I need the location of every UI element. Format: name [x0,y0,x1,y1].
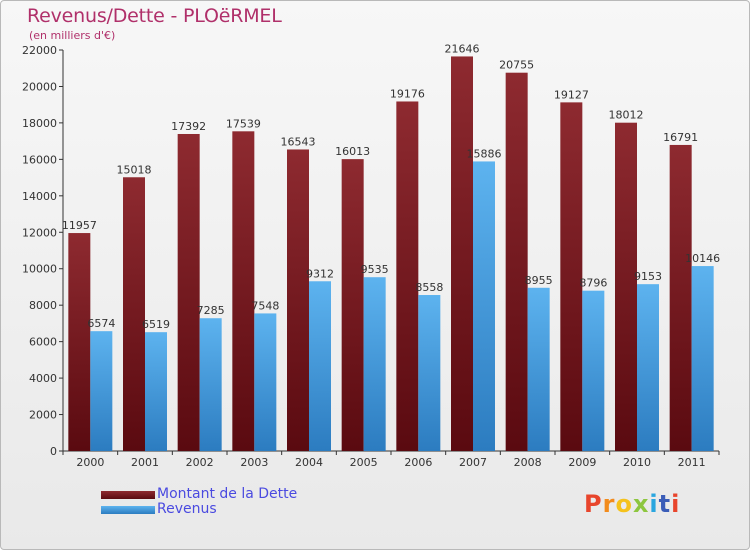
bar-dette [341,159,364,451]
x-tick-label: 2005 [350,456,378,469]
legend-label-debt: Montant de la Dette [157,486,298,502]
y-tick-label: 20000 [22,80,57,93]
y-tick-label: 22000 [22,44,57,57]
bar-revenus [418,295,441,451]
data-label: 7548 [251,299,279,312]
data-label: 8558 [415,281,443,294]
data-label: 17539 [226,117,261,130]
bar-dette [232,131,255,451]
data-label: 18012 [609,109,644,122]
x-tick-label: 2007 [459,456,487,469]
x-tick-label: 2011 [678,456,706,469]
data-label: 8796 [579,277,607,290]
legend-label-revenus: Revenus [157,501,217,517]
bar-dette [615,122,637,451]
bar-revenus [637,284,659,451]
y-tick-label: 10000 [22,263,57,276]
x-tick-label: 2002 [186,456,214,469]
x-tick-label: 2006 [404,456,432,469]
y-tick-label: 16000 [22,153,57,166]
data-label: 21646 [445,42,480,55]
logo-letter: P [584,490,603,518]
chart-subtitle: (en milliers d'€) [29,29,116,42]
bar-dette [68,233,91,451]
proxiti-logo: Proxiti [584,490,680,518]
data-label: 20755 [499,59,534,72]
x-tick-label: 2008 [514,456,542,469]
data-label: 19176 [390,87,425,100]
y-tick-label: 4000 [29,372,57,385]
bar-revenus [90,331,113,451]
x-tick-label: 2010 [623,456,651,469]
y-tick-label: 2000 [29,409,57,422]
data-label: 19127 [554,88,589,101]
legend-item-revenus: Revenus [101,502,297,517]
legend-item-debt: Montant de la Dette [101,487,297,502]
bar-dette [123,177,145,451]
bar-dette [560,102,583,452]
chart-legend: Montant de la Dette Revenus [101,487,297,517]
bar-revenus [527,287,550,451]
x-tick-label: 2001 [131,456,159,469]
bar-revenus [363,277,386,451]
data-label: 15886 [467,147,502,160]
x-tick-label: 2004 [295,456,323,469]
logo-letter: i [649,490,659,518]
bar-revenus [473,161,495,452]
data-label: 6519 [142,318,170,331]
bar-dette [451,56,473,451]
logo-letter: i [671,490,681,518]
y-tick-label: 0 [50,445,57,458]
y-tick-label: 14000 [22,190,57,203]
bar-revenus [309,281,331,451]
logo-letter: t [658,490,672,518]
bar-dette [177,133,200,451]
bar-revenus [691,266,714,451]
logo-letter: x [632,490,650,518]
chart-title: Revenus/Dette - PLOëRMEL [27,5,282,27]
bar-dette [396,101,419,451]
data-label: 9535 [361,263,389,276]
logo-letter: o [615,490,633,518]
data-label: 10146 [685,252,720,265]
y-tick-label: 8000 [29,299,57,312]
legend-swatch-revenus [101,505,155,514]
x-tick-label: 2003 [240,456,268,469]
data-label: 8955 [525,274,553,287]
bar-dette [669,144,692,451]
y-tick-label: 6000 [29,336,57,349]
data-label: 15018 [117,163,152,176]
data-label: 9312 [306,267,334,280]
data-label: 6574 [87,317,115,330]
data-label: 7285 [197,304,225,317]
bar-dette [287,149,309,451]
bar-revenus [145,332,167,451]
bar-revenus [199,318,222,451]
y-tick-label: 18000 [22,117,57,130]
data-label: 16791 [663,131,698,144]
legend-swatch-debt [101,490,155,499]
bar-dette [505,72,528,451]
x-tick-label: 2009 [568,456,596,469]
logo-letter: r [602,490,616,518]
bar-revenus [254,313,277,451]
data-label: 9153 [634,270,662,283]
data-label: 16013 [335,145,370,158]
y-tick-label: 12000 [22,226,57,239]
data-label: 17392 [171,120,206,133]
bar-revenus [582,290,605,451]
data-label: 11957 [62,219,97,232]
x-tick-label: 2000 [76,456,104,469]
data-label: 16543 [281,135,316,148]
